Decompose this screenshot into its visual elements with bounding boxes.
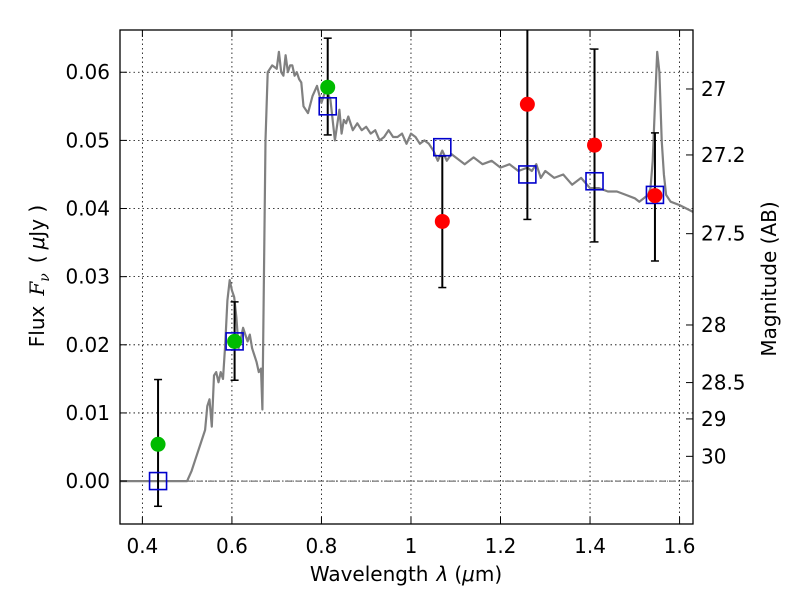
y-tick-label: 0.03 [65,265,110,289]
model-flux-marker [433,137,452,157]
x-tick-label: 1.4 [574,534,606,558]
y2-tick-label: 30 [701,444,726,468]
model-flux-marker [318,97,338,116]
y2-axis-label: Magnitude (AB) [757,201,781,356]
y-tick-label: 0.00 [65,469,110,493]
y-tick-label: 0.02 [65,333,110,357]
y-axis-label-symbol-sub: ν [37,273,53,282]
x-axis-label-unit-mu: μ [461,562,475,586]
x-axis-label: Wavelength λ (μm) [310,562,502,586]
grid [120,30,693,524]
y-axis-label-unit-mu: μ [25,237,49,251]
y-tick-label: 0.06 [65,60,110,84]
model-flux-marker [518,165,537,184]
y2-tick-label: 28.5 [701,371,746,395]
model-flux-layer [148,97,665,491]
y-tick-label: 0.04 [65,197,110,221]
detection-point [150,436,166,452]
model-flux-marker [225,332,244,351]
x-axis-label-unit-open: ( [454,562,462,586]
model-flux-marker [645,185,665,205]
x-tick-label: 1 [405,534,418,558]
detection-point [320,79,336,95]
y2-tick-label: 29 [701,407,726,431]
nondetection-point [587,137,603,153]
nondetection-point [647,188,663,204]
y-tick-label: 0.05 [65,128,110,152]
nondetection-point [519,96,535,112]
x-tick-label: 1.6 [664,534,696,558]
detection-point [227,333,243,349]
y-axis-label-symbol: F [25,281,49,297]
x-tick-label: 1.2 [485,534,517,558]
y2-tick-label: 27.2 [701,143,746,167]
x-axis-label-text: Wavelength [310,562,429,586]
x-tick-label: 0.4 [126,534,158,558]
nondetection-point [434,213,450,229]
model-flux-marker [585,171,604,191]
ticks: 0.4 0.6 0.8 1 1.2 1.4 1.6 0.00 0.01 0.02 0.03 0.04 0… [65,30,746,558]
photometry-layer [150,79,663,452]
y-axis-label: Flux Fν ( μJy ) [25,205,53,347]
y2-tick-label: 27.5 [701,222,746,246]
y-axis-label-unit-close: Jy ) [25,205,49,239]
y2-tick-label: 28 [701,313,726,337]
x-axis-label-unit-close: m) [475,562,502,586]
x-tick-label: 0.8 [306,534,338,558]
model-flux-marker [148,471,168,491]
y2-tick-label: 27 [701,77,726,101]
x-tick-label: 0.6 [216,534,248,558]
y-axis-label-text: Flux [25,305,49,347]
x-axis-label-symbol: λ [435,562,448,586]
y-tick-label: 0.01 [65,401,110,425]
y-axis-label-unit-open: ( [25,255,49,263]
